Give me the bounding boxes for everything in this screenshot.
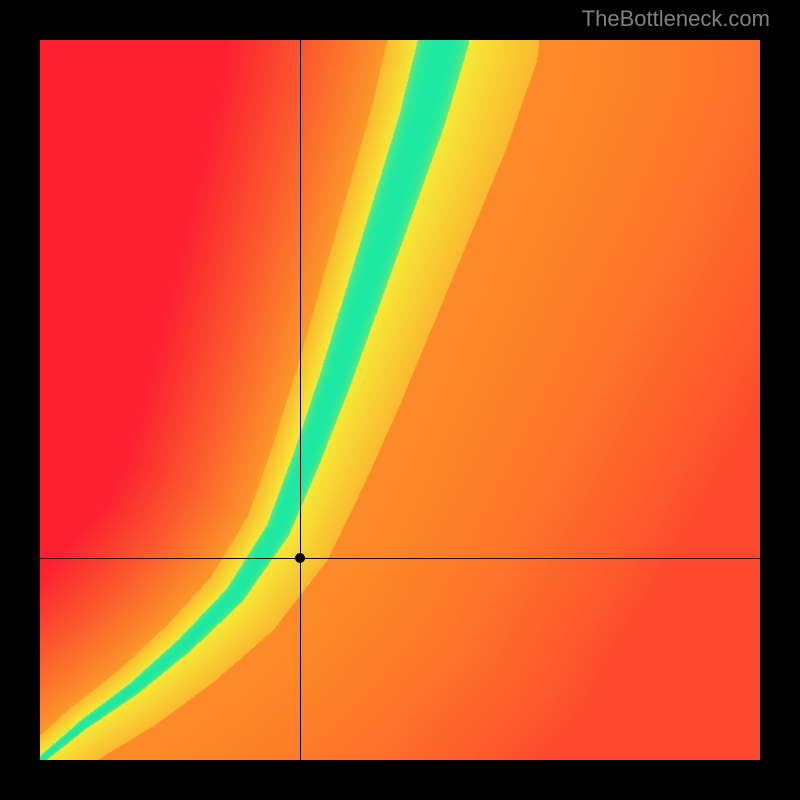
crosshair-vertical bbox=[300, 40, 301, 760]
plot-area bbox=[40, 40, 760, 760]
attribution-text: TheBottleneck.com bbox=[582, 6, 770, 32]
marker-dot bbox=[295, 553, 305, 563]
crosshair-horizontal bbox=[40, 558, 760, 559]
heatmap-canvas bbox=[40, 40, 760, 760]
